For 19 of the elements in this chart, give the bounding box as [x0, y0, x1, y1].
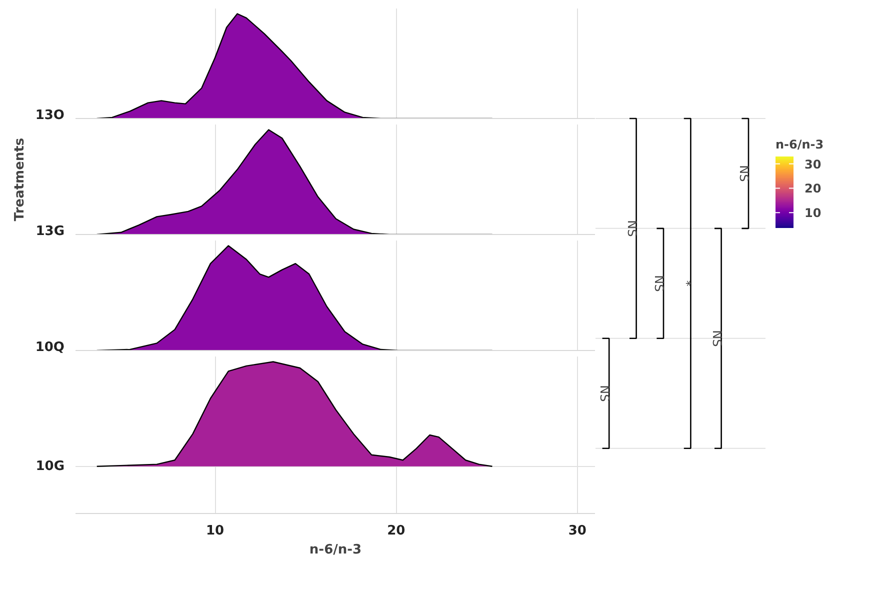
text: NS: [598, 385, 612, 402]
y-axis-title: Treatments: [12, 138, 28, 222]
x-tick-label: 10: [206, 524, 224, 538]
color-bar-label: 20: [804, 182, 822, 196]
text: 13G: [36, 224, 65, 239]
color-bar-title: n-6/n-3: [776, 138, 824, 152]
text: *: [679, 280, 694, 286]
text: NS: [624, 220, 639, 237]
text: 10G: [36, 458, 65, 474]
text: 13O: [35, 108, 65, 123]
text: NS: [652, 275, 666, 292]
x-tick-label: 30: [568, 524, 586, 538]
color-bar-label: 10: [804, 206, 822, 220]
text: NS: [710, 330, 724, 347]
text: NS: [737, 165, 752, 182]
color-bar-label: 30: [804, 157, 822, 172]
x-axis-title: n-6/n-3: [309, 542, 362, 558]
x-tick-label: 20: [387, 524, 406, 538]
text: 10Q: [35, 340, 65, 355]
